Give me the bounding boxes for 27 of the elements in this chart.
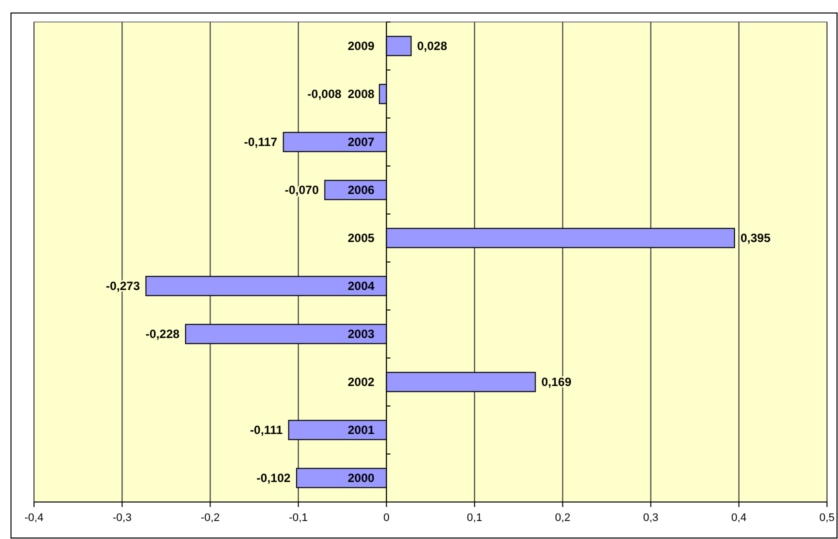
data-label: -0,111 [250,423,283,437]
data-label: 0,395 [740,231,771,245]
y-tick-label: 2002 [348,375,375,389]
data-label: -0,102 [256,471,291,485]
y-tick-label: 2005 [348,231,375,245]
data-label: -0,008 [307,87,342,101]
data-label: 0,028 [417,39,448,53]
y-tick-label: 2000 [348,471,375,485]
y-tick-label: 2008 [348,87,375,101]
data-label: -0,117 [244,135,278,149]
y-tick-label: 2001 [348,423,375,437]
x-tick-label: -0,2 [200,512,220,524]
y-tick-label: 2009 [348,39,375,53]
x-tick-label: 0 [383,512,390,524]
y-tick-label: 2007 [348,135,375,149]
x-tick-label: -0,1 [288,512,308,524]
x-tick-label: 0,3 [643,512,658,524]
x-tick-label: -0,4 [24,512,44,524]
data-label: -0,228 [146,327,180,341]
x-tick-label: 0,2 [555,512,570,524]
y-tick-label: 2003 [348,327,375,341]
x-tick-label: 0,4 [731,512,747,524]
y-tick-label: 2004 [348,279,375,293]
x-tick-label: 0,5 [819,512,835,524]
y-tick-label: 2006 [348,183,375,197]
x-tick-label: 0,1 [466,512,482,524]
x-tick-label: -0,3 [112,512,132,524]
